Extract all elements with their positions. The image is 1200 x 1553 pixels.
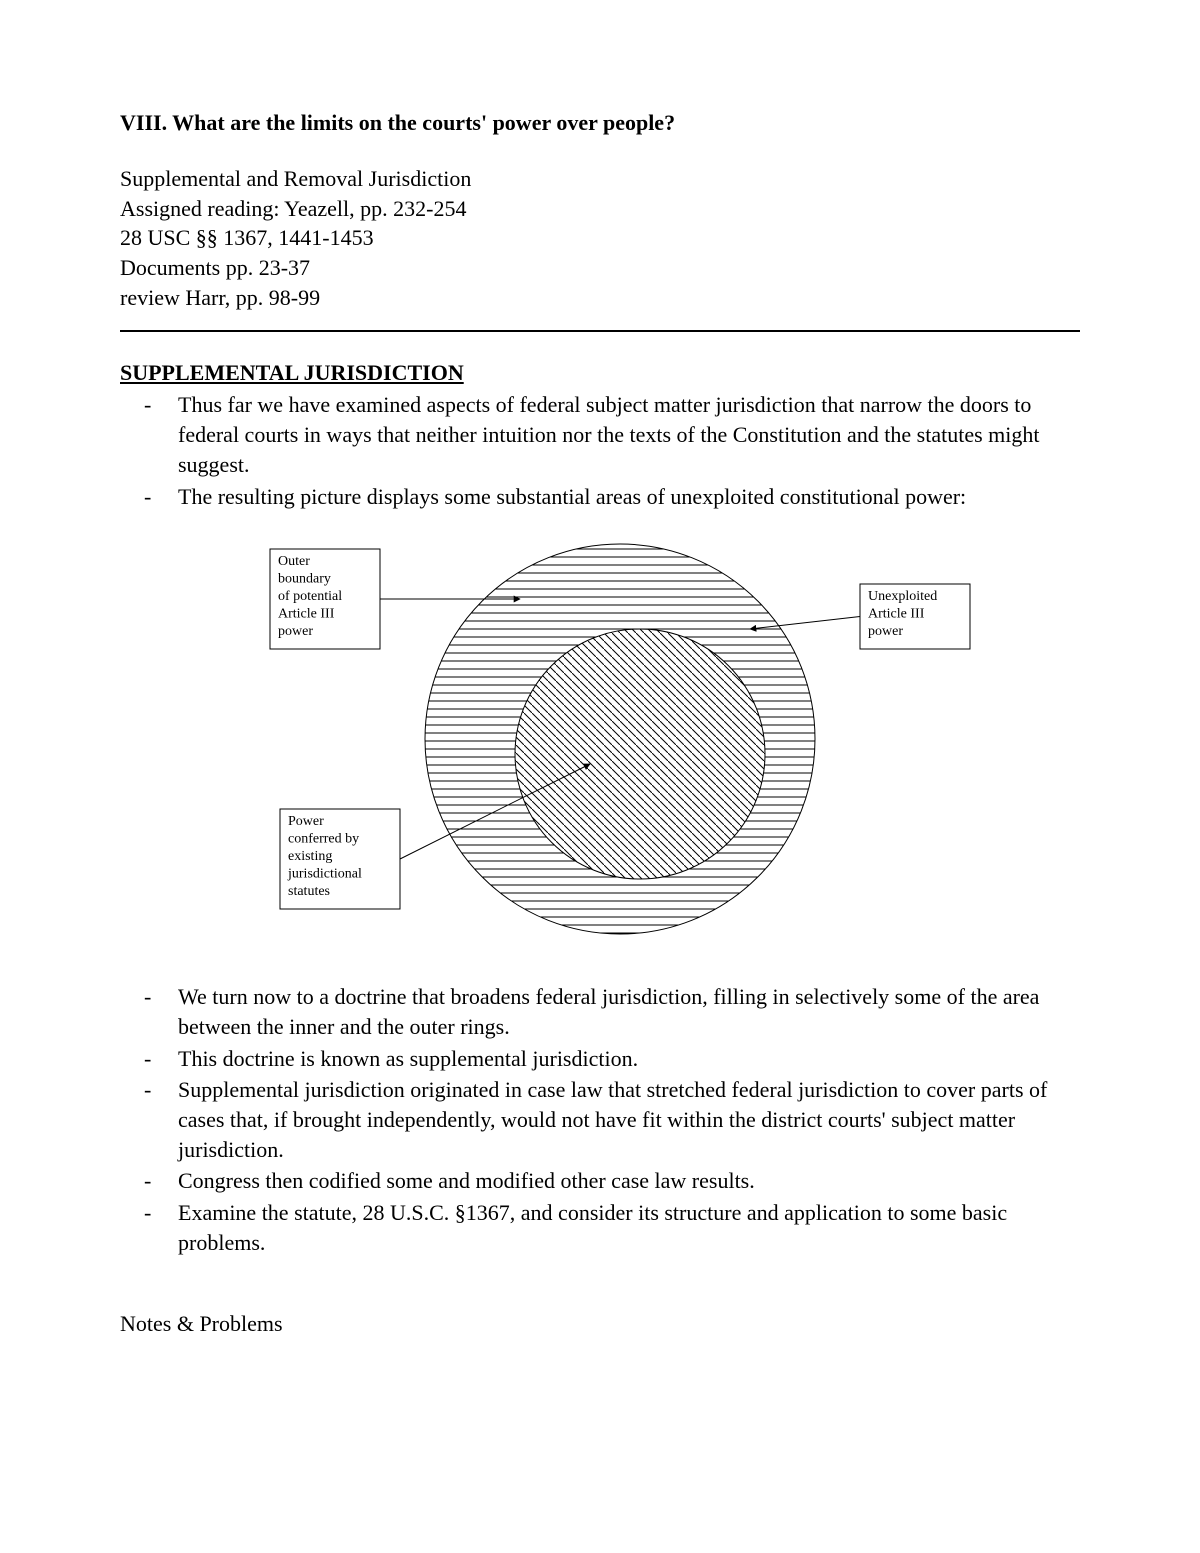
bullets-bottom: We turn now to a doctrine that broadens … [120,982,1080,1257]
notes-heading: Notes & Problems [120,1311,1080,1337]
svg-text:of potential: of potential [278,589,342,604]
page: VIII. What are the limits on the courts'… [0,0,1200,1553]
bullet-bottom-4: Congress then codified some and modified… [178,1166,1080,1196]
assigned-line-5: review Harr, pp. 98-99 [120,283,1080,313]
assigned-line-1: Supplemental and Removal Jurisdiction [120,164,1080,194]
assigned-line-4: Documents pp. 23-37 [120,253,1080,283]
assigned-line-3: 28 USC §§ 1367, 1441-1453 [120,223,1080,253]
svg-text:power: power [278,624,313,639]
divider-rule [120,330,1080,332]
assigned-reading-block: Supplemental and Removal Jurisdiction As… [120,164,1080,312]
bullet-top-1: Thus far we have examined aspects of fed… [178,390,1080,479]
svg-text:boundary: boundary [278,572,331,587]
svg-text:Outer: Outer [278,554,310,569]
svg-text:Unexploited: Unexploited [868,589,937,604]
svg-text:statutes: statutes [288,884,330,899]
svg-text:power: power [868,624,903,639]
svg-text:conferred by: conferred by [288,832,359,847]
supplemental-subhead: SUPPLEMENTAL JURISDICTION [120,360,1080,386]
section-title: VIII. What are the limits on the courts'… [120,110,1080,136]
svg-text:existing: existing [288,849,332,864]
bullets-top: Thus far we have examined aspects of fed… [120,390,1080,511]
bullet-bottom-1: We turn now to a doctrine that broadens … [178,982,1080,1041]
bullet-bottom-3: Supplemental jurisdiction originated in … [178,1075,1080,1164]
jurisdiction-diagram: Outer boundary of potential Article III powe… [220,529,980,954]
svg-text:Article III: Article III [868,607,925,622]
bullet-bottom-5: Examine the statute, 28 U.S.C. §1367, an… [178,1198,1080,1257]
svg-text:jurisdictional: jurisdictional [287,867,362,882]
svg-text:Power: Power [288,814,324,829]
bullet-top-2: The resulting picture displays some subs… [178,482,1080,512]
svg-text:Article III: Article III [278,607,335,622]
diagram-svg: Outer boundary of potential Article III powe… [220,529,980,949]
assigned-line-2: Assigned reading: Yeazell, pp. 232-254 [120,194,1080,224]
bullet-bottom-2: This doctrine is known as supplemental j… [178,1044,1080,1074]
